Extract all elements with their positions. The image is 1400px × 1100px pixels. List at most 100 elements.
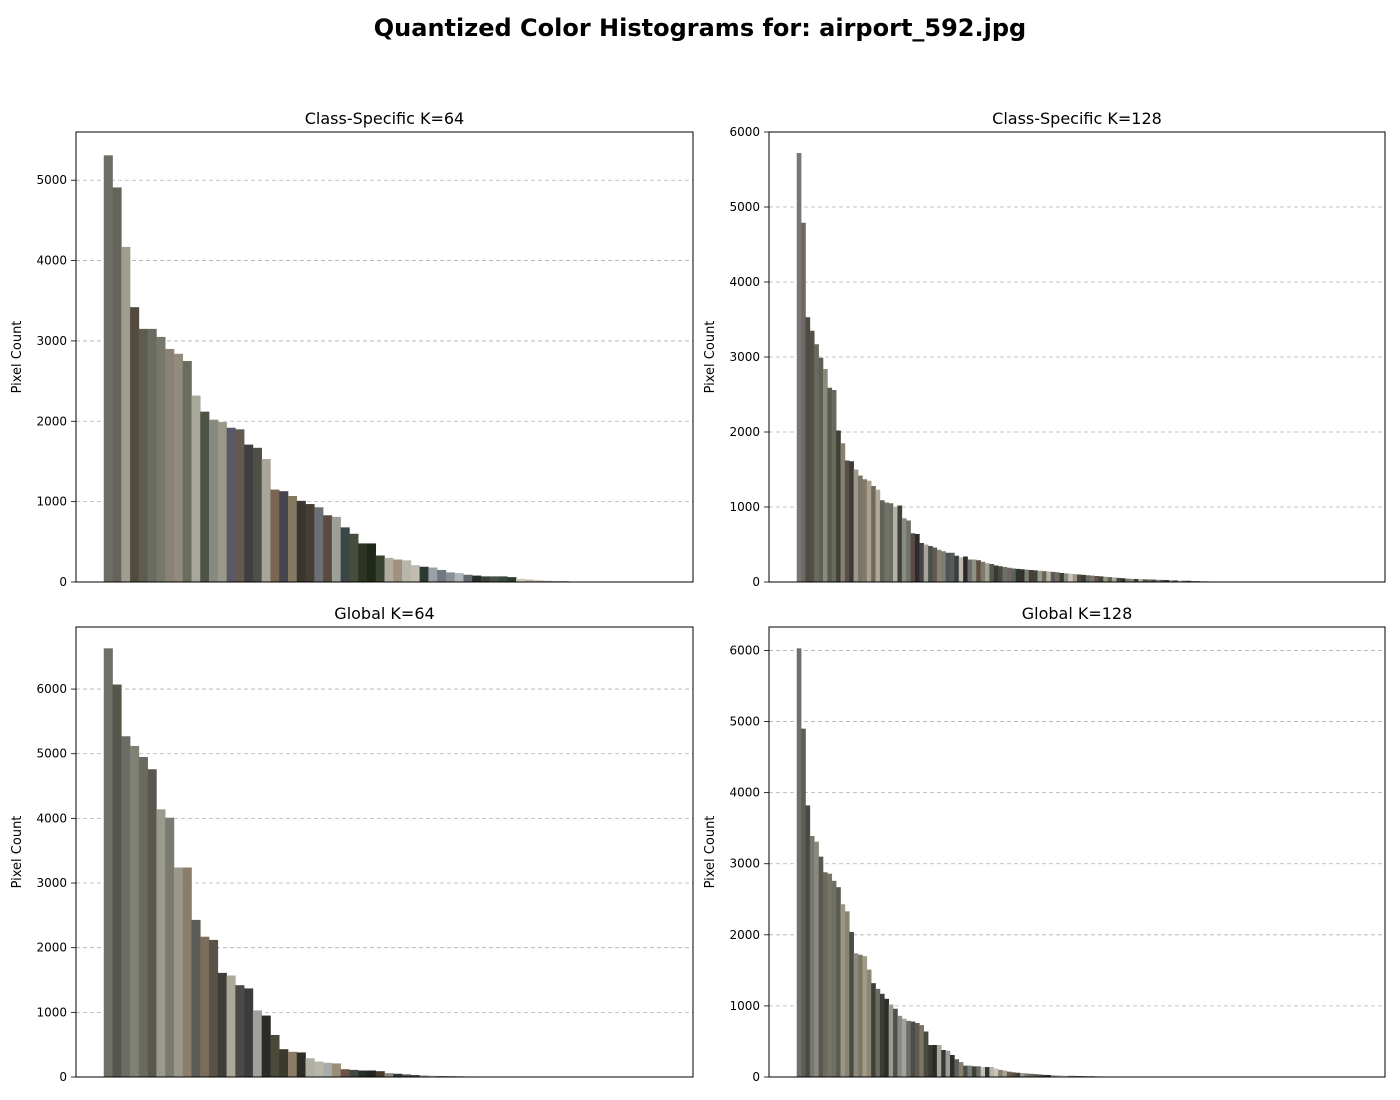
histogram-bar bbox=[871, 983, 876, 1077]
histogram-bar bbox=[1120, 578, 1126, 582]
histogram-bar bbox=[244, 444, 254, 582]
histogram-bar bbox=[384, 557, 394, 582]
histogram-bar bbox=[1041, 571, 1047, 582]
histogram-bar bbox=[1033, 1074, 1038, 1077]
histogram-bar bbox=[226, 975, 236, 1077]
histogram-bar bbox=[805, 317, 811, 582]
histogram-bar bbox=[1186, 580, 1192, 582]
histogram-bar bbox=[893, 1008, 898, 1077]
histogram-bar bbox=[472, 575, 482, 582]
histogram-bar bbox=[507, 577, 517, 582]
histogram-bar bbox=[1068, 1075, 1073, 1077]
histogram-bar bbox=[998, 1069, 1003, 1077]
y-axis-label: Pixel Count bbox=[703, 321, 718, 394]
histogram-bar bbox=[805, 805, 811, 1077]
histogram-bar bbox=[489, 576, 499, 582]
histogram-bar bbox=[1020, 1073, 1025, 1077]
histogram-bar bbox=[1006, 1071, 1012, 1077]
histogram-bar bbox=[1033, 570, 1038, 582]
histogram-bar bbox=[801, 222, 806, 582]
histogram-bar bbox=[1046, 1075, 1052, 1077]
y-tick-label: 0 bbox=[59, 575, 67, 589]
histogram-bar bbox=[840, 443, 846, 582]
histogram-bar bbox=[112, 684, 122, 1077]
y-tick-label: 4000 bbox=[729, 275, 760, 289]
histogram-bar bbox=[358, 1070, 368, 1077]
histogram-bar bbox=[814, 344, 819, 582]
histogram-bar bbox=[542, 580, 552, 582]
histogram-bar bbox=[796, 153, 802, 582]
y-tick-label: 2000 bbox=[729, 928, 760, 942]
histogram-bar bbox=[1041, 1074, 1047, 1077]
histogram-bar bbox=[463, 574, 473, 582]
histogram-bar bbox=[1160, 579, 1165, 582]
histogram-bar bbox=[1059, 573, 1065, 582]
histogram-bar bbox=[287, 496, 298, 582]
histogram-bar bbox=[296, 1052, 306, 1077]
histogram-bar bbox=[923, 1031, 929, 1077]
histogram-bar bbox=[419, 1075, 429, 1077]
histogram-bar bbox=[1011, 568, 1016, 582]
histogram-bar bbox=[814, 841, 819, 1077]
panel-class-specific-k128: 0 1000 2000 3000 4000 5000 6000 Class-Specific … bbox=[703, 109, 1386, 589]
histogram-bar bbox=[445, 572, 455, 582]
histogram-bar bbox=[818, 357, 824, 582]
y-tick-label: 3000 bbox=[729, 857, 760, 871]
histogram-bar bbox=[454, 573, 464, 582]
histogram-bar bbox=[914, 1022, 920, 1077]
histogram-bar bbox=[1072, 574, 1078, 582]
y-tick-label: 0 bbox=[752, 1070, 760, 1084]
histogram-bar bbox=[1098, 576, 1104, 582]
histogram-bar bbox=[349, 533, 359, 582]
histogram-bar bbox=[941, 551, 946, 582]
histogram-bar bbox=[1046, 571, 1052, 582]
histogram-bar bbox=[941, 1049, 946, 1077]
histogram-bar bbox=[849, 931, 854, 1077]
histogram-bar bbox=[1129, 578, 1135, 582]
histogram-bar bbox=[1081, 574, 1087, 582]
histogram-bar bbox=[954, 1059, 960, 1077]
histogram-bar bbox=[524, 579, 534, 582]
histogram-bar bbox=[831, 390, 837, 582]
histogram-bar bbox=[1077, 574, 1082, 582]
histogram-bar bbox=[958, 1062, 964, 1077]
histogram-bar bbox=[340, 1069, 350, 1077]
panel-global-k128: 0 1000 2000 3000 4000 5000 6000 Global K=128 Pix… bbox=[703, 604, 1386, 1084]
histogram-bar bbox=[375, 1071, 385, 1077]
histogram-bar bbox=[481, 576, 491, 582]
histogram-bar bbox=[888, 1004, 894, 1077]
panel-title: Class-Specific K=128 bbox=[992, 109, 1162, 128]
histogram-bar bbox=[1116, 577, 1122, 582]
histogram-bar bbox=[888, 503, 894, 582]
histogram-bar bbox=[1112, 577, 1117, 582]
histogram-bar bbox=[963, 1065, 968, 1077]
histogram-bar bbox=[279, 491, 289, 582]
histogram-bar bbox=[967, 1065, 973, 1077]
histogram-bar bbox=[252, 447, 262, 582]
histogram-bar bbox=[844, 460, 850, 582]
histogram-bar bbox=[384, 1073, 394, 1077]
histogram-bar bbox=[103, 648, 113, 1077]
histogram-bar bbox=[209, 939, 219, 1077]
histogram-bar bbox=[875, 489, 881, 582]
histogram-bar bbox=[138, 756, 148, 1077]
histogram-bar bbox=[428, 1075, 438, 1077]
histogram-bar bbox=[980, 561, 986, 582]
y-tick-label: 4000 bbox=[36, 811, 67, 825]
histogram-bar bbox=[958, 557, 964, 582]
histogram-bar bbox=[844, 911, 850, 1077]
histogram-bar bbox=[993, 565, 999, 582]
histogram-bar bbox=[796, 648, 802, 1077]
y-tick-label: 3000 bbox=[729, 350, 760, 364]
histogram-bar bbox=[1182, 580, 1187, 582]
panel-class-specific-k64: 0 1000 2000 3000 4000 5000 Class-Specific K=64… bbox=[10, 109, 694, 589]
histogram-bar bbox=[1015, 1072, 1021, 1077]
histogram-bar bbox=[801, 728, 806, 1077]
histogram-bar bbox=[270, 1034, 280, 1077]
histogram-bar bbox=[1015, 568, 1021, 582]
histogram-bar bbox=[437, 569, 447, 582]
histogram-bar bbox=[1050, 1075, 1056, 1077]
y-tick-label: 2000 bbox=[36, 941, 67, 955]
histogram-bar bbox=[919, 1025, 925, 1077]
